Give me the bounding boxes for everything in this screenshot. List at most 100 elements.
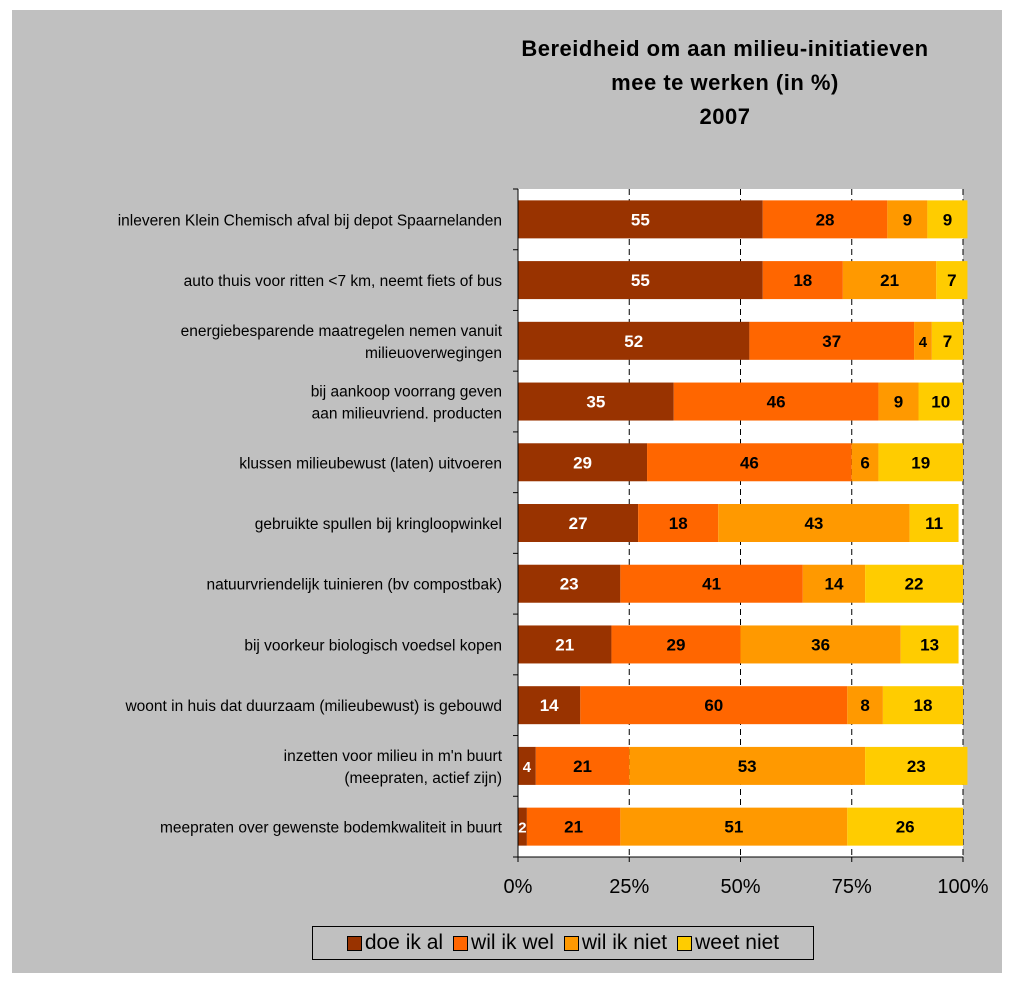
legend-item-doe-ik-al: doe ik al [346, 931, 443, 955]
bar-8-wil-ik-niet [740, 625, 901, 664]
data-label-7-wil-ik-wel: 41 [702, 575, 721, 594]
data-label-10-wil-ik-niet: 53 [738, 757, 757, 776]
data-label-7-wil-ik-niet: 14 [824, 575, 843, 594]
bar-3-wil-ik-niet [914, 321, 932, 360]
bar-1-weet-niet [927, 200, 968, 239]
data-label-6-weet-niet: 11 [925, 514, 943, 533]
data-label-4-wil-ik-niet: 9 [894, 393, 903, 412]
data-label-8-doe-ik-al: 21 [555, 635, 574, 654]
bar-6-doe-ik-al [518, 504, 639, 542]
x-tick-label-2: 50% [720, 876, 760, 898]
data-label-11-weet-niet: 26 [896, 818, 915, 837]
data-label-1-wil-ik-niet: 9 [903, 210, 912, 229]
bar-4-wil-ik-wel [673, 382, 879, 421]
bar-1-wil-ik-wel [762, 200, 888, 239]
data-label-5-doe-ik-al: 29 [573, 453, 592, 472]
bar-10-wil-ik-wel [535, 746, 630, 785]
category-label-9: woont in huis dat duurzaam (milieubewust… [124, 698, 502, 715]
data-label-11-wil-ik-wel: 21 [564, 818, 583, 837]
legend-item-wil-ik-niet: wil ik niet [563, 931, 667, 955]
bar-9-wil-ik-niet [847, 686, 883, 725]
bar-2-wil-ik-niet [842, 261, 937, 300]
data-label-4-wil-ik-wel: 46 [767, 393, 786, 412]
chart-title-line-2: mee te werken (in %) [611, 70, 839, 95]
bar-11-doe-ik-al [518, 807, 527, 846]
bar-8-weet-niet [900, 625, 959, 664]
bar-7-wil-ik-niet [802, 564, 866, 603]
bar-2-wil-ik-wel [762, 261, 843, 300]
data-label-6-wil-ik-wel: 18 [669, 514, 688, 533]
bar-6-weet-niet [909, 504, 959, 542]
data-label-6-wil-ik-niet: 43 [804, 514, 823, 533]
data-label-10-wil-ik-wel: 21 [573, 757, 592, 776]
data-label-2-doe-ik-al: 55 [631, 271, 650, 290]
data-label-2-wil-ik-wel: 18 [793, 271, 812, 290]
bar-4-wil-ik-niet [878, 382, 919, 421]
legend-swatch [677, 935, 693, 951]
legend-item-wil-ik-wel: wil ik wel [453, 931, 554, 955]
category-label-10-line-2: (meepraten, actief zijn) [344, 770, 502, 787]
chart-legend: doe ik al wil ik wel wil ik niet weet niet [312, 926, 814, 960]
bar-9-weet-niet [882, 686, 963, 725]
bar-9-wil-ik-wel [580, 686, 848, 725]
data-label-5-weet-niet: 19 [911, 453, 930, 472]
data-label-3-wil-ik-niet: 4 [919, 334, 928, 351]
data-label-2-wil-ik-niet: 21 [880, 271, 899, 290]
category-label-7: natuurvriendelijk tuinieren (bv compostb… [206, 577, 502, 594]
data-label-5-wil-ik-wel: 46 [740, 453, 759, 472]
data-label-1-doe-ik-al: 55 [631, 210, 650, 229]
data-label-10-weet-niet: 23 [907, 757, 926, 776]
bar-3-doe-ik-al [518, 321, 750, 360]
bar-11-wil-ik-wel [526, 807, 621, 846]
bar-4-doe-ik-al [518, 382, 674, 421]
data-label-8-wil-ik-niet: 36 [811, 635, 830, 654]
x-tick-label-3: 75% [832, 876, 872, 898]
chart-title-line-1: Bereidheid om aan milieu-initiatieven [521, 36, 929, 61]
bar-5-doe-ik-al [518, 443, 648, 482]
bar-6-wil-ik-niet [718, 504, 910, 542]
legend-label: weet niet [695, 931, 780, 954]
x-tick-label-1: 25% [609, 876, 649, 898]
category-label-3-line-1: energiebesparende maatregelen nemen vanu… [181, 323, 503, 340]
bar-10-doe-ik-al [518, 746, 536, 785]
bar-10-weet-niet [865, 746, 968, 785]
bar-5-wil-ik-niet [851, 443, 879, 482]
category-label-4-line-2: aan milieuvriend. producten [312, 406, 502, 423]
data-label-4-doe-ik-al: 35 [586, 393, 605, 412]
category-label-10-line-1: inzetten voor milieu in m'n buurt [284, 748, 503, 765]
bar-5-weet-niet [878, 443, 963, 482]
bar-10-wil-ik-niet [629, 746, 866, 785]
bar-2-doe-ik-al [518, 261, 763, 300]
bar-1-wil-ik-niet [887, 200, 928, 239]
data-label-8-weet-niet: 13 [920, 635, 939, 654]
data-label-9-weet-niet: 18 [913, 696, 932, 715]
data-label-3-wil-ik-wel: 37 [822, 332, 841, 351]
data-label-11-wil-ik-niet: 51 [724, 818, 743, 837]
category-label-11: meepraten over gewenste bodemkwaliteit i… [160, 820, 503, 837]
bar-2-weet-niet [936, 261, 968, 300]
legend-swatch [346, 935, 362, 951]
data-label-10-doe-ik-al: 4 [523, 759, 532, 776]
category-label-4-line-1: bij aankoop voorrang geven [311, 384, 502, 401]
bar-8-doe-ik-al [518, 625, 612, 664]
bar-3-wil-ik-wel [749, 321, 915, 360]
category-label-3-line-2: milieuoverwegingen [365, 345, 502, 362]
data-label-9-wil-ik-wel: 60 [704, 696, 723, 715]
data-label-5-wil-ik-niet: 6 [860, 453, 869, 472]
bar-11-weet-niet [847, 807, 963, 846]
bar-11-wil-ik-niet [620, 807, 848, 846]
legend-swatch [453, 935, 469, 951]
bar-8-wil-ik-wel [611, 625, 741, 664]
data-label-7-doe-ik-al: 23 [560, 575, 579, 594]
legend-label: wil ik wel [471, 931, 554, 954]
bar-7-wil-ik-wel [620, 564, 803, 603]
data-label-8-wil-ik-wel: 29 [667, 635, 686, 654]
bar-5-wil-ik-wel [647, 443, 852, 482]
data-label-4-weet-niet: 10 [931, 393, 950, 412]
data-label-11-doe-ik-al: 2 [518, 820, 526, 837]
data-label-9-wil-ik-niet: 8 [860, 696, 869, 715]
data-label-7-weet-niet: 22 [905, 575, 924, 594]
category-label-6: gebruikte spullen bij kringloopwinkel [255, 516, 502, 533]
category-label-2: auto thuis voor ritten <7 km, neemt fiet… [184, 273, 503, 290]
